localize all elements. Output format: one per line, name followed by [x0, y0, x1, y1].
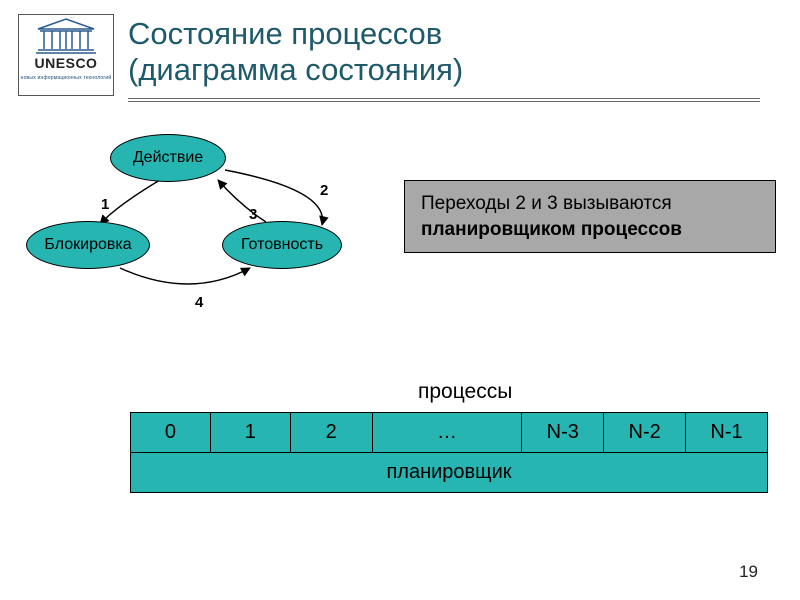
- logo-arc-top: К · А · Ф · Е · Д · Р · А: [46, 17, 86, 18]
- logo-text: UNESCO: [19, 55, 113, 71]
- proc-cell: …: [372, 413, 522, 453]
- scheduler-callout: Переходы 2 и 3 вызываются планировщиком …: [404, 180, 776, 253]
- edge-label-1: 1: [101, 196, 109, 213]
- diagram-edges: [0, 0, 800, 600]
- node-label: Блокировка: [44, 236, 131, 254]
- proc-cell: N-2: [604, 413, 686, 453]
- logo-box: К · А · Ф · Е · Д · Р · А UNESCO новых и…: [18, 14, 114, 96]
- edge-label-4: 4: [195, 294, 203, 311]
- proc-cell: N-1: [686, 413, 768, 453]
- title-line1: Состояние процессов: [128, 16, 442, 51]
- proc-cell: 0: [131, 413, 211, 453]
- slide-title: Состояние процессов (диаграмма состояния…: [128, 16, 768, 87]
- edge-label-3: 3: [249, 206, 257, 223]
- table-row: 0 1 2 … N-3 N-2 N-1: [131, 413, 768, 453]
- page-number: 19: [739, 562, 758, 582]
- logo-arc-bottom: новых информационных технологий: [19, 75, 113, 81]
- scheduler-cell: планировщик: [131, 453, 768, 493]
- callout-text-bold: планировщиком процессов: [421, 219, 682, 240]
- edge-label-2: 2: [320, 182, 328, 199]
- state-node-blocking: Блокировка: [26, 221, 150, 269]
- proc-cell: 2: [290, 413, 372, 453]
- process-table: 0 1 2 … N-3 N-2 N-1 планировщик: [130, 412, 768, 493]
- processes-label: процессы: [418, 380, 512, 404]
- title-line2: (диаграмма состояния): [128, 52, 463, 87]
- node-label: Действие: [133, 149, 203, 167]
- title-underline: [128, 98, 760, 102]
- proc-cell: 1: [210, 413, 290, 453]
- unesco-temple-icon: К · А · Ф · Е · Д · Р · А: [34, 17, 98, 55]
- table-row: планировщик: [131, 453, 768, 493]
- proc-cell: N-3: [522, 413, 604, 453]
- callout-text-pre: Переходы 2 и 3 вызываются: [421, 193, 672, 214]
- state-node-ready: Готовность: [222, 221, 342, 269]
- node-label: Готовность: [241, 236, 323, 254]
- state-node-action: Действие: [110, 134, 226, 182]
